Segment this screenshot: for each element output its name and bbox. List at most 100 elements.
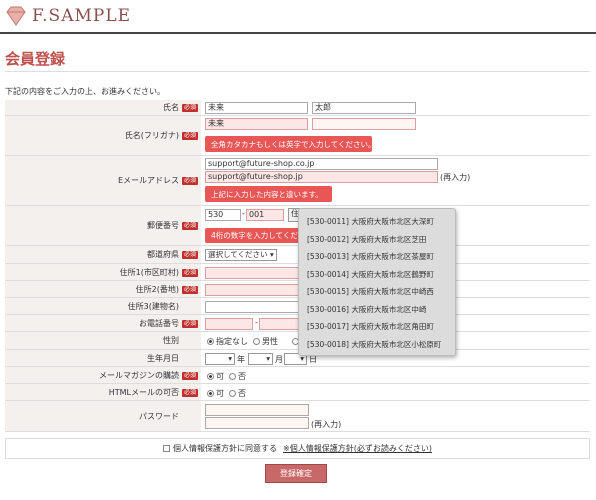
radio[interactable]: 指定なし [207,336,248,347]
day-select[interactable]: ▾ [284,353,307,365]
unit: 月 [275,355,283,364]
radio[interactable]: 可 [207,388,224,399]
radio-label: 可 [216,389,224,398]
field-cell [201,384,590,401]
field-label-cell: 氏名 必須 [5,100,201,116]
radio-label: 男性 [262,337,278,346]
field-label: 住所3(建物名) [127,301,179,311]
separator: - [255,318,258,327]
month-select[interactable]: ▾ [248,353,273,365]
required-badge: 必須 [181,388,198,397]
suggestion[interactable]: [530-0017] 大阪府大阪市北区角田町 [307,322,434,331]
field-label: HTMLメールの可否 [108,387,179,397]
separator: - [242,209,245,218]
header-line [0,32,596,34]
field-label: パスワード [139,411,179,421]
first-name-kana[interactable] [312,118,416,130]
policy-link[interactable]: ※個人情報保護方針(必ずお読みください) [283,444,432,453]
last-name[interactable]: 未来 [205,102,308,114]
field-label-cell: 住所1(市区町村) 必須 [5,264,201,281]
note: (再入力) [311,420,342,429]
field-label-cell: 生年月日 [5,350,201,367]
required-badge: 必須 [181,285,198,294]
field-label: 住所2(番地) [135,284,179,294]
field-label: 性別 [163,336,179,345]
suggestion[interactable]: [530-0012] 大阪府大阪市北区芝田 [307,234,427,244]
required-badge: 必須 [181,104,198,112]
error-message: 上記に入力した内容と違います。 [205,186,332,202]
radio[interactable]: 否 [229,388,246,399]
radio[interactable]: 男性 [253,336,278,347]
required-badge: 必須 [181,132,198,140]
note: (再入力) [440,173,471,182]
field-label: 住所1(市区町村) [119,267,179,277]
checkbox[interactable] [163,445,171,452]
password-confirm[interactable] [205,417,309,429]
checkbox-label: 個人情報保護方針に同意する [173,444,278,453]
field-label-cell: 性別 [5,332,201,350]
title-line [5,71,590,72]
field-label: 都道府県 [147,250,179,259]
unit: 年 [237,355,245,364]
year-select[interactable]: ▾ [205,353,235,365]
required-badge: 必須 [181,222,198,230]
address-3[interactable] [205,301,305,313]
email[interactable]: support@future-shop.co.jp [205,158,438,170]
suggestion[interactable]: [530-0016] 大阪府大阪市北区中崎 [307,304,427,314]
radio[interactable]: 否 [229,371,246,382]
radio-label: 指定なし [216,337,248,346]
password[interactable] [205,404,309,416]
field-label-cell: パスワード [5,401,201,432]
field-label-cell: お電話番号 必須 [5,315,201,332]
field-label-cell: Eメールアドレス 必須 [5,156,201,206]
address-1[interactable] [205,267,305,279]
suggestion[interactable]: [530-0011] 大阪府大阪市北区大深町 [307,217,434,226]
suggestion[interactable]: [530-0018] 大阪府大阪市北区小松原町 [307,339,442,349]
zip-2[interactable]: 001 [246,209,284,221]
first-name[interactable]: 太郎 [312,102,416,114]
suggestion[interactable]: [530-0013] 大阪府大阪市北区茶屋町 [307,252,434,261]
page-title: 会員登録 [5,50,66,68]
radio-label: 否 [238,372,246,381]
field-label: 氏名 [163,103,179,112]
field-label: メールマガジンの購読 [99,370,179,380]
error-message: 4桁の数字を入力してください。 [205,228,325,243]
email-confirm[interactable]: support@future-shop.jp [205,171,438,183]
radio-label: 可 [216,372,224,381]
field-label: 郵便番号 [147,221,179,230]
suggestion[interactable]: [530-0014] 大阪府大阪市北区鶴野町 [307,269,434,279]
prefecture-select[interactable]: 選択してください ▾ [205,249,277,261]
field-label-cell: メールマガジンの購読 必須 [5,367,201,384]
suggestion[interactable]: [530-0015] 大阪府大阪市北区中崎西 [307,287,434,296]
logo-icon [6,6,26,26]
logo: F.SAMPLE [32,6,132,26]
intro: 下記の内容をご入力の上、お進みください。 [5,87,165,96]
field-label: 生年月日 [147,353,179,363]
field-label-cell: HTMLメールの可否 必須 [5,384,201,401]
radio-label: 否 [238,389,246,398]
field-label: お電話番号 [139,318,179,328]
phone-1[interactable] [205,318,253,330]
radio[interactable]: 可 [207,371,224,382]
submit-button[interactable]: 登録確定 [265,464,327,483]
unit: 日 [309,355,317,364]
agreement: 個人情報保護方針に同意する ※個人情報保護方針(必ずお読みください) [5,438,590,459]
required-badge: 必須 [181,177,198,185]
field-label-cell: 都道府県 必須 [5,246,201,264]
required-badge: 必須 [181,319,198,328]
address-suggestions: [530-0011] 大阪府大阪市北区大深町 [530-0012] 大阪府大阪市北… [298,208,456,356]
field-cell [201,367,590,384]
zip-1[interactable]: 530 [205,209,241,221]
required-badge: 必須 [181,268,198,277]
select-text: 選択してください [208,250,268,259]
address-2[interactable] [205,284,305,296]
last-name-kana[interactable]: 未来 [205,118,308,130]
field-label-cell: 郵便番号 必須 [5,206,201,246]
field-label-cell: 住所3(建物名) [5,298,201,315]
field-label: 氏名(フリガナ) [124,131,179,140]
required-badge: 必須 [181,371,198,380]
required-badge: 必須 [181,251,198,259]
field-label: Eメールアドレス [117,176,179,185]
field-label-cell: 氏名(フリガナ) 必須 [5,116,201,156]
